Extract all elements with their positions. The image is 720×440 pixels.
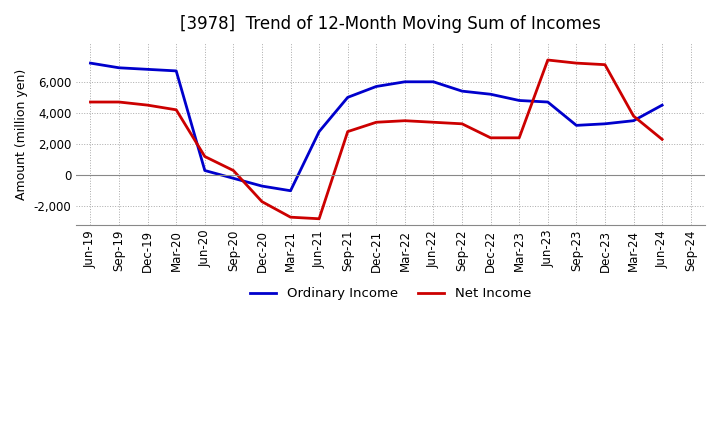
Net Income — [658, 137, 667, 142]
Ordinary Income — [143, 67, 152, 72]
Net Income — [486, 135, 495, 140]
Line: Net Income: Net Income — [91, 60, 662, 219]
Ordinary Income — [114, 65, 123, 70]
Line: Ordinary Income: Ordinary Income — [91, 63, 662, 191]
Ordinary Income — [343, 95, 352, 100]
Ordinary Income — [229, 176, 238, 181]
Ordinary Income — [372, 84, 381, 89]
Net Income — [229, 168, 238, 173]
Legend: Ordinary Income, Net Income: Ordinary Income, Net Income — [245, 282, 536, 306]
Net Income — [600, 62, 609, 67]
Ordinary Income — [429, 79, 438, 84]
Ordinary Income — [486, 92, 495, 97]
Net Income — [572, 60, 581, 66]
Ordinary Income — [400, 79, 409, 84]
Net Income — [315, 216, 323, 221]
Net Income — [258, 199, 266, 204]
Ordinary Income — [515, 98, 523, 103]
Net Income — [287, 215, 295, 220]
Net Income — [400, 118, 409, 123]
Ordinary Income — [86, 60, 95, 66]
Net Income — [114, 99, 123, 105]
Ordinary Income — [629, 118, 638, 123]
Net Income — [86, 99, 95, 105]
Ordinary Income — [544, 99, 552, 105]
Net Income — [372, 120, 381, 125]
Net Income — [200, 154, 209, 159]
Ordinary Income — [315, 129, 323, 134]
Net Income — [343, 129, 352, 134]
Ordinary Income — [458, 88, 467, 94]
Ordinary Income — [287, 188, 295, 193]
Net Income — [515, 135, 523, 140]
Net Income — [143, 103, 152, 108]
Ordinary Income — [600, 121, 609, 126]
Y-axis label: Amount (million yen): Amount (million yen) — [15, 68, 28, 200]
Net Income — [544, 57, 552, 62]
Net Income — [172, 107, 181, 113]
Title: [3978]  Trend of 12-Month Moving Sum of Incomes: [3978] Trend of 12-Month Moving Sum of I… — [180, 15, 601, 33]
Ordinary Income — [172, 68, 181, 73]
Ordinary Income — [572, 123, 581, 128]
Net Income — [629, 114, 638, 119]
Ordinary Income — [200, 168, 209, 173]
Net Income — [429, 120, 438, 125]
Ordinary Income — [258, 183, 266, 189]
Ordinary Income — [658, 103, 667, 108]
Net Income — [458, 121, 467, 126]
